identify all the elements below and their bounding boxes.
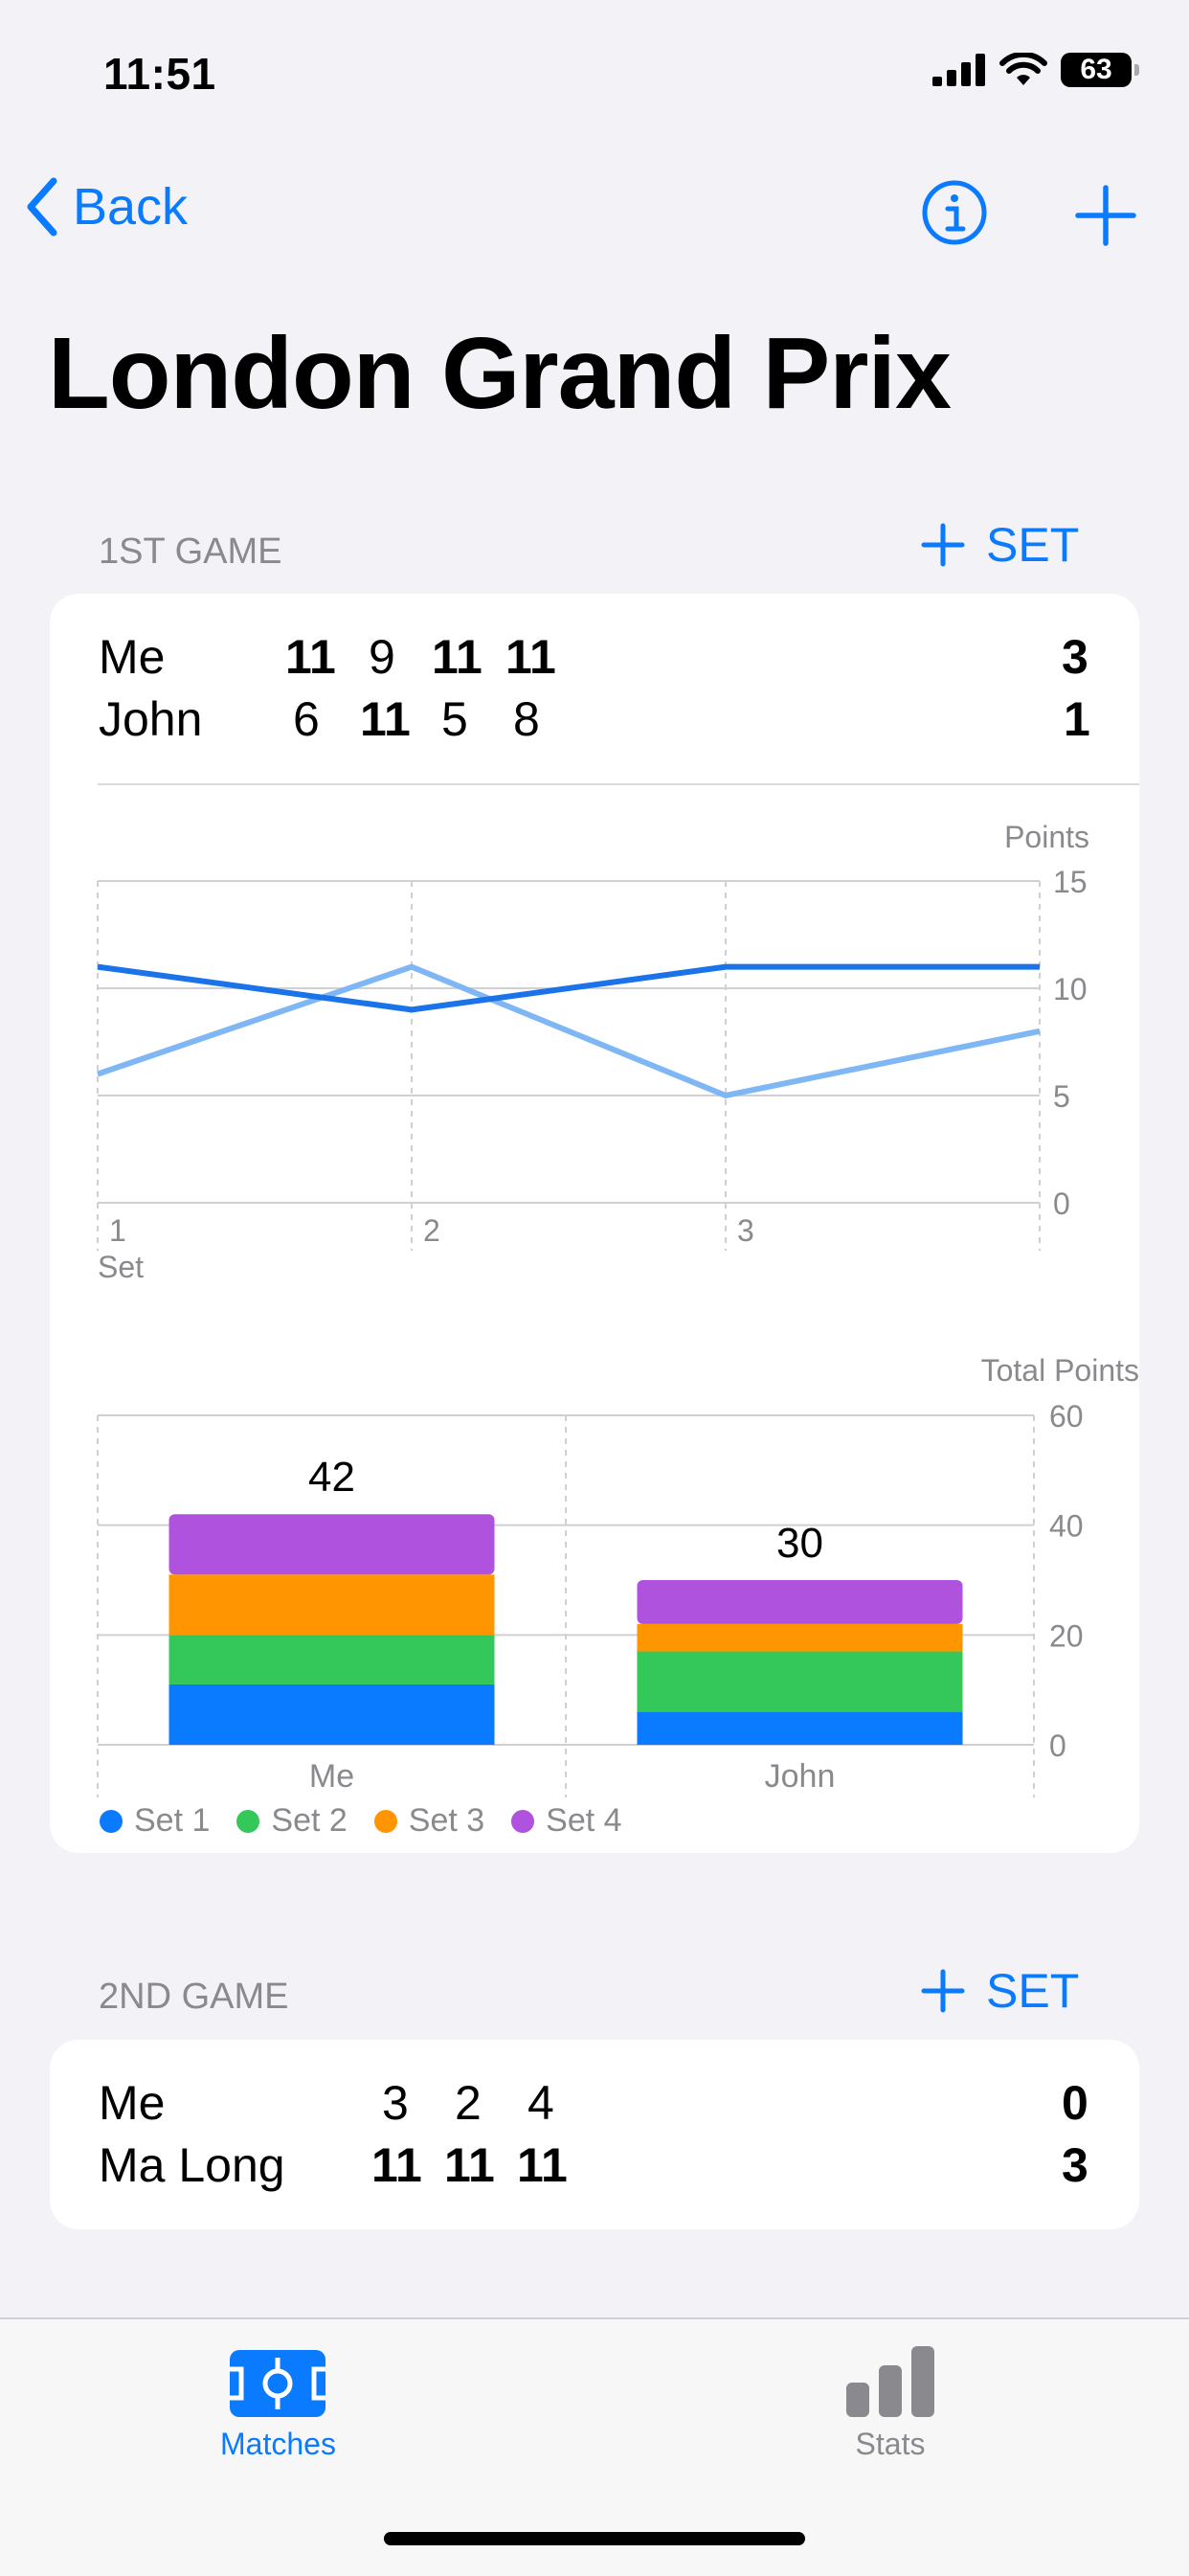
- game-2-scoreboard: Me 3 2 4 0 Ma Long 11 11 11 3: [99, 2075, 1094, 2200]
- set-score: 11: [505, 630, 556, 684]
- legend-swatch: [100, 1809, 123, 1833]
- legend-item: Set 4: [511, 1802, 622, 1840]
- page-title: London Grand Prix: [48, 317, 952, 430]
- player-name: Me: [99, 630, 166, 684]
- field-icon: [230, 2350, 326, 2417]
- bar-segment-set-1: [168, 1683, 495, 1745]
- bar-segment-set-4: [637, 1580, 963, 1624]
- match-total: 1: [1064, 692, 1090, 746]
- legend-swatch: [236, 1809, 260, 1833]
- set-score: 11: [432, 630, 482, 684]
- total-points-bar-chart: 0 20 40 60 Total Points 42 Me 30 John: [97, 1353, 1139, 1797]
- y-tick-label: 0: [1049, 1729, 1066, 1763]
- y-axis-label: Total Points: [981, 1353, 1139, 1388]
- add-icon[interactable]: [1072, 182, 1139, 249]
- bar-segment-set-3: [168, 1574, 495, 1636]
- game-1-scoreboard: Me 11 9 11 11 3 John 6 11 5 8 1: [99, 629, 1094, 754]
- y-tick-label: 40: [1049, 1509, 1084, 1544]
- cellular-signal-icon: [932, 54, 985, 86]
- player-name: John: [99, 692, 203, 746]
- x-tick-label: 3: [737, 1213, 754, 1248]
- bar-total-label: 42: [308, 1454, 355, 1501]
- status-time: 11:51: [103, 49, 216, 99]
- wifi-icon: [999, 53, 1047, 85]
- y-tick-label: 15: [1053, 865, 1088, 899]
- legend-item: Set 3: [373, 1802, 485, 1840]
- set-score: 11: [285, 630, 336, 684]
- x-tick-label: John: [765, 1758, 836, 1795]
- tab-matches[interactable]: Matches: [220, 2350, 336, 2462]
- back-label: Back: [73, 178, 189, 236]
- bar-chart-icon: [846, 2346, 934, 2417]
- legend-swatch: [373, 1809, 397, 1833]
- set-score: 11: [517, 2138, 568, 2192]
- set-score: 9: [369, 630, 395, 684]
- legend-swatch: [511, 1809, 535, 1833]
- plus-icon: [921, 1969, 965, 2013]
- game-2-header: 2ND GAME: [99, 1977, 289, 2017]
- divider: [98, 783, 1139, 785]
- set-score: 3: [382, 2076, 409, 2130]
- x-axis-label: Set: [98, 1250, 144, 1283]
- x-tick-label: Me: [309, 1758, 354, 1795]
- series-line-john: [97, 963, 1041, 1098]
- legend-item: Set 1: [100, 1802, 210, 1840]
- x-tick-label: 1: [109, 1213, 126, 1248]
- game-1-add-set-button[interactable]: SET: [921, 517, 1079, 573]
- tab-label: Matches: [220, 2427, 336, 2461]
- chevron-left-icon: [27, 177, 57, 237]
- player-name: Me: [99, 2076, 166, 2130]
- player-name: Ma Long: [99, 2138, 285, 2192]
- set-score: 8: [513, 692, 540, 746]
- tab-label: Stats: [855, 2427, 926, 2461]
- battery-icon: 63: [1061, 53, 1139, 87]
- bar-segment-set-1: [637, 1711, 963, 1745]
- legend-item: Set 2: [236, 1802, 348, 1840]
- game-2-add-set-button[interactable]: SET: [921, 1963, 1079, 2019]
- y-tick-label: 20: [1049, 1618, 1084, 1653]
- game-2-card[interactable]: Me 3 2 4 0 Ma Long 11 11 11 3: [50, 2040, 1139, 2229]
- y-tick-label: 10: [1053, 972, 1088, 1006]
- home-indicator: [384, 2532, 805, 2545]
- plus-icon: [921, 523, 965, 567]
- match-total: 3: [1062, 2138, 1088, 2192]
- legend-label: Set 1: [134, 1802, 211, 1839]
- set-score: 2: [455, 2076, 482, 2130]
- set-score: 11: [444, 2138, 495, 2192]
- y-tick-label: 5: [1053, 1079, 1070, 1114]
- back-button[interactable]: Back: [25, 177, 188, 237]
- bar-segment-set-2: [637, 1651, 963, 1712]
- legend-label: Set 3: [408, 1802, 485, 1839]
- x-tick-label: 2: [423, 1213, 440, 1248]
- bar-segment-set-3: [637, 1623, 963, 1652]
- match-total: 0: [1062, 2076, 1088, 2130]
- set-score: 4: [527, 2076, 554, 2130]
- bar-segment-set-4: [168, 1514, 495, 1575]
- set-score: 5: [441, 692, 468, 746]
- bar-total-label: 30: [776, 1520, 823, 1567]
- match-total: 3: [1062, 630, 1088, 684]
- set-score: 11: [360, 692, 411, 746]
- info-icon[interactable]: [921, 179, 988, 246]
- series-line-me: [97, 963, 1040, 1013]
- tab-stats[interactable]: Stats: [842, 2344, 938, 2462]
- status-icons: 63: [932, 53, 1139, 87]
- battery-level: 63: [1080, 54, 1112, 85]
- y-axis-label: Points: [1004, 820, 1089, 854]
- points-line-chart: 0 5 10 15 1 2 3 Points Set: [97, 820, 1089, 1283]
- game-1-header: 1ST GAME: [99, 531, 282, 572]
- legend-label: Set 2: [271, 1802, 348, 1839]
- y-tick-label: 0: [1053, 1186, 1070, 1221]
- game-1-card[interactable]: Me 11 9 11 11 3 John 6 11 5 8 1 0 5 10 15 1 2…: [50, 594, 1139, 1853]
- y-tick-label: 60: [1049, 1399, 1084, 1434]
- add-set-label: SET: [986, 518, 1080, 572]
- set-score: 6: [293, 692, 320, 746]
- set-score: 11: [371, 2138, 422, 2192]
- legend-label: Set 4: [546, 1802, 622, 1839]
- chart-legend: Set 1 Set 2 Set 3 Set 4: [100, 1802, 622, 1840]
- bar-segment-set-2: [168, 1635, 495, 1684]
- add-set-label: SET: [986, 1964, 1080, 2018]
